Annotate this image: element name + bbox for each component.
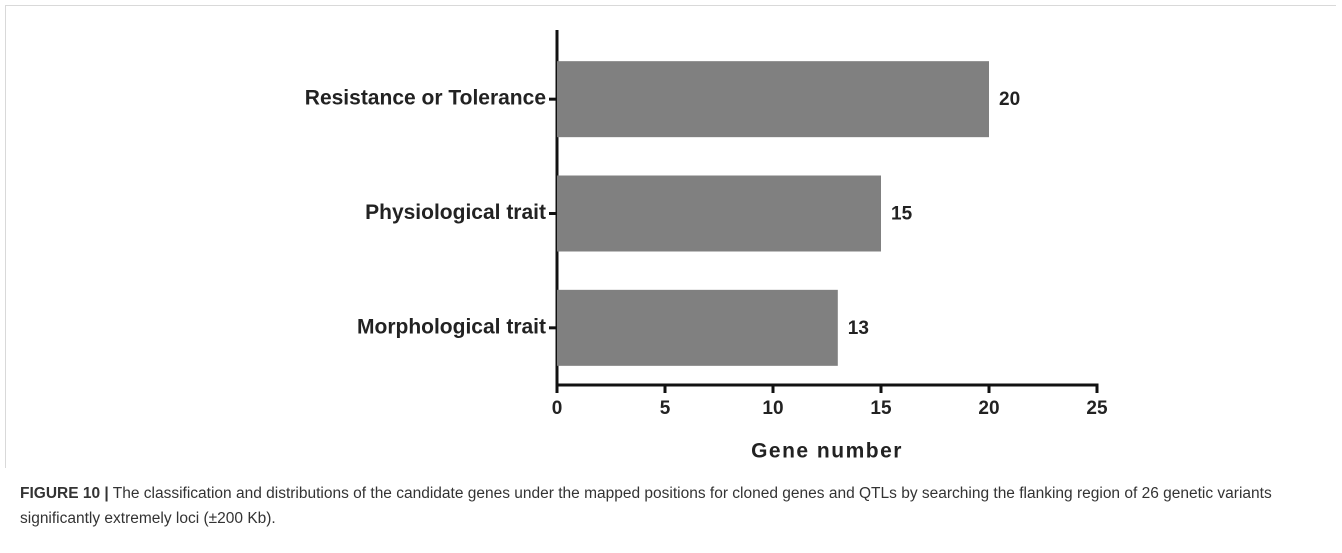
x-axis-label: Gene number: [751, 440, 903, 463]
data-label: 20: [999, 89, 1020, 110]
data-label: 13: [848, 318, 869, 339]
x-tick-label: 15: [870, 398, 892, 419]
x-tick-label: 0: [552, 398, 563, 419]
bar: [557, 61, 989, 138]
y-tick-label: Morphological trait: [357, 315, 546, 338]
y-tick-label: Physiological trait: [365, 201, 546, 224]
y-tick-label: Resistance or Tolerance: [305, 87, 546, 110]
caption-label: FIGURE 10 |: [20, 485, 109, 502]
x-tick-label: 25: [1086, 398, 1108, 419]
x-tick-label: 5: [660, 398, 671, 419]
caption-text: The classification and distributions of …: [20, 485, 1272, 527]
x-tick-label: 20: [978, 398, 999, 419]
caption: FIGURE 10 | The classification and distr…: [20, 481, 1325, 531]
bar: [557, 175, 881, 252]
bar: [557, 289, 838, 366]
x-tick-label: 10: [762, 398, 783, 419]
figure-frame: [5, 5, 1336, 468]
chart: Gene number 0 5 10 15 20 25 Resistance or Tole…: [305, 30, 1108, 463]
data-label: 15: [891, 204, 913, 225]
